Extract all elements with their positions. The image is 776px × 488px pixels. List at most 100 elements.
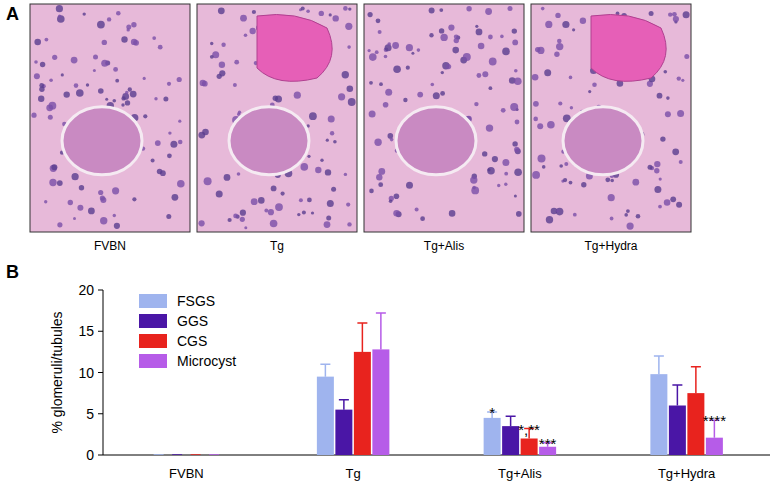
nucleus — [128, 87, 132, 91]
nucleus — [482, 151, 487, 156]
nucleus — [347, 45, 351, 49]
nucleus — [172, 194, 179, 201]
nucleus — [544, 69, 551, 76]
nucleus — [311, 211, 314, 214]
nucleus — [158, 45, 163, 50]
nucleus — [378, 30, 382, 34]
nucleus — [515, 120, 520, 125]
nucleus — [132, 197, 136, 201]
legend-label: Microcyst — [177, 353, 236, 369]
nucleus — [508, 6, 513, 11]
nucleus — [487, 167, 495, 175]
error-bar — [191, 454, 201, 455]
x-tick-label: Tg+Hydra — [658, 466, 716, 481]
nucleus — [514, 147, 519, 152]
nucleus — [71, 57, 78, 64]
x-tick-label: Tg+Alis — [498, 466, 542, 481]
nucleus — [38, 96, 44, 102]
nucleus — [113, 214, 116, 217]
nucleus — [333, 140, 337, 144]
nucleus — [61, 73, 64, 76]
error-bar — [154, 454, 164, 455]
nucleus — [34, 39, 41, 46]
nucleus — [177, 77, 182, 82]
y-tick — [98, 372, 103, 373]
nucleus — [564, 162, 568, 166]
nucleus — [545, 21, 552, 28]
significance-label: **** — [703, 412, 727, 429]
image-frame — [364, 4, 524, 232]
nucleus — [155, 140, 161, 146]
nucleus — [34, 73, 40, 79]
y-tick-label: 0 — [86, 447, 94, 463]
nucleus — [489, 86, 493, 90]
nucleus — [393, 65, 401, 73]
nucleus — [302, 211, 306, 215]
micrograph — [364, 4, 524, 232]
nucleus — [143, 77, 146, 80]
nucleus — [112, 187, 119, 194]
nucleus — [679, 160, 683, 164]
nucleus — [116, 11, 121, 16]
nucleus — [666, 96, 670, 100]
nucleus — [326, 215, 331, 220]
nucleus — [676, 202, 682, 208]
nucleus — [660, 136, 665, 141]
nucleus — [63, 91, 69, 97]
nucleus — [309, 112, 317, 120]
nucleus — [541, 7, 545, 11]
nucleus — [79, 185, 84, 190]
nucleus — [502, 48, 510, 56]
bar — [669, 406, 686, 456]
bar — [372, 349, 389, 455]
nucleus — [580, 18, 586, 24]
nucleus — [658, 205, 662, 209]
nucleus — [324, 221, 331, 228]
bar — [502, 426, 519, 455]
significance-label: *** — [539, 435, 557, 452]
nucleus — [672, 148, 679, 155]
nucleus — [234, 60, 239, 65]
error-bar — [209, 454, 219, 455]
y-tick-label: 15 — [78, 323, 94, 339]
image-caption: Tg+Hydra — [584, 239, 637, 253]
panel-label: A — [6, 4, 19, 24]
nucleus — [573, 213, 577, 217]
nucleus — [472, 186, 476, 190]
nucleus — [470, 176, 477, 183]
bar — [650, 374, 667, 455]
panel-label: B — [6, 262, 19, 282]
nucleus — [368, 12, 373, 17]
nucleus — [389, 200, 393, 204]
legend-swatch — [139, 294, 167, 308]
nucleus — [275, 203, 283, 211]
nucleus — [554, 52, 559, 57]
nucleus — [532, 74, 539, 81]
nucleus — [77, 205, 83, 211]
nucleus — [319, 11, 324, 16]
error-bar — [672, 385, 682, 406]
nucleus — [610, 179, 614, 183]
nucleus — [56, 5, 63, 12]
nucleus — [297, 213, 300, 216]
nucleus — [326, 139, 329, 142]
nucleus — [210, 55, 214, 59]
nucleus — [538, 155, 546, 163]
nucleus — [492, 156, 498, 162]
nucleus — [166, 214, 171, 219]
nucleus — [420, 216, 425, 221]
nucleus — [563, 178, 567, 182]
nucleus — [143, 114, 147, 118]
nucleus — [673, 16, 679, 22]
nucleus — [471, 187, 479, 195]
nucleus — [270, 220, 278, 228]
nucleus — [384, 55, 388, 59]
nucleus — [306, 9, 310, 13]
nucleus — [330, 131, 334, 135]
nucleus — [562, 21, 569, 28]
nucleus — [250, 28, 256, 34]
nucleus — [572, 28, 575, 31]
nucleus — [657, 93, 663, 99]
nucleus — [477, 73, 482, 78]
nucleus — [547, 121, 555, 129]
